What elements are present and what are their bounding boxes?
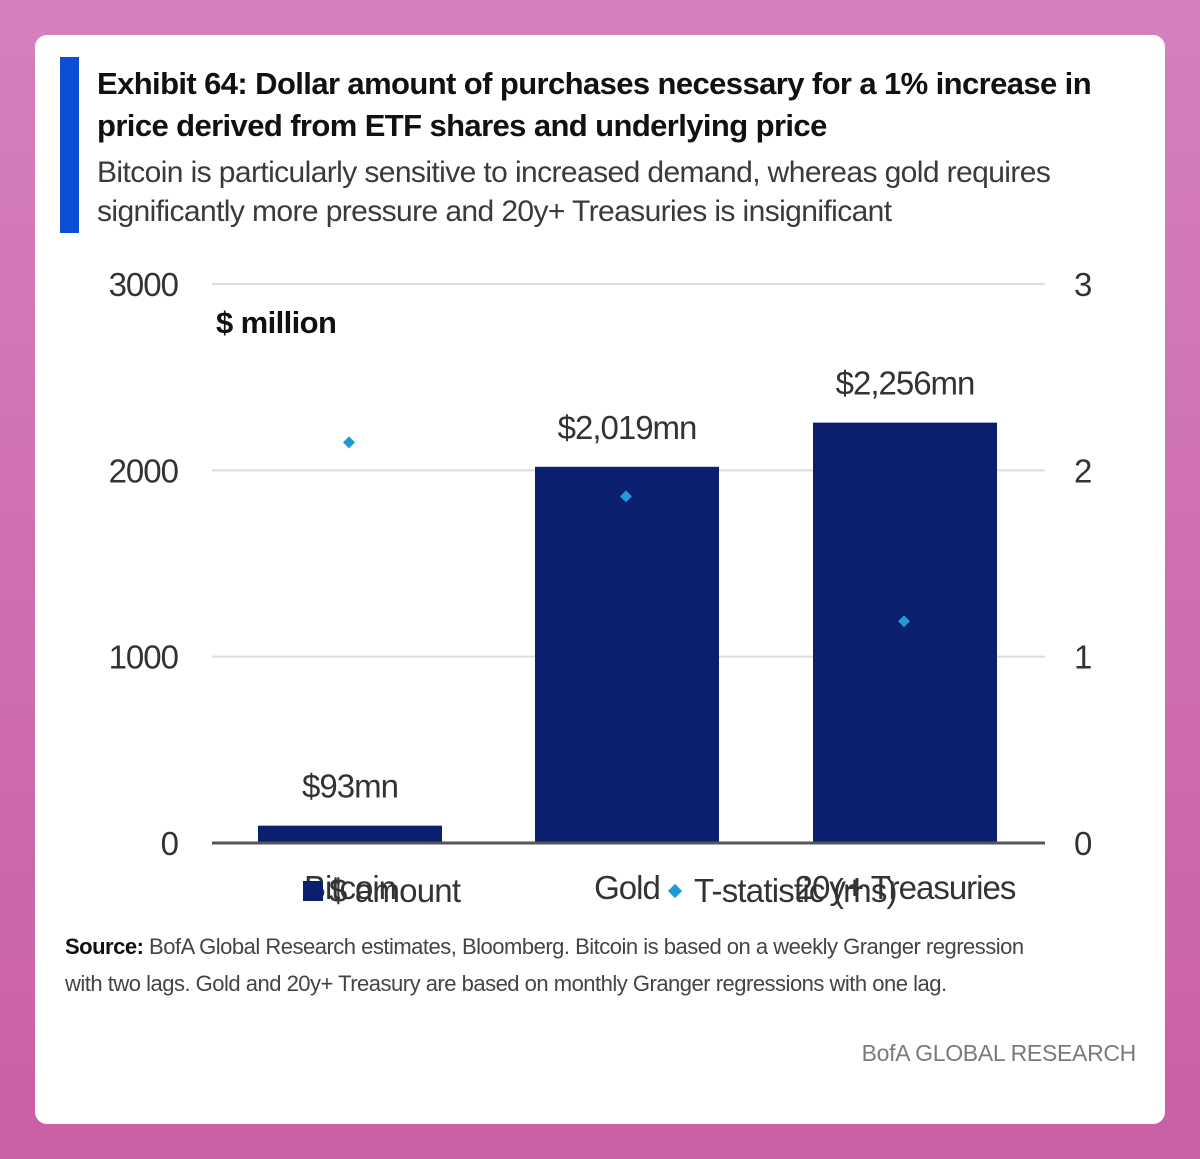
legend-marker-swatch bbox=[667, 883, 683, 899]
unit-label: $ million bbox=[216, 305, 336, 340]
legend-item-tstat: T-statistic (rhs) bbox=[667, 872, 898, 910]
source-note: Source: BofA Global Research estimates, … bbox=[65, 928, 1065, 1002]
exhibit-title: Exhibit 64: Dollar amount of purchases n… bbox=[97, 66, 1092, 143]
legend-item-amount: $ amount bbox=[303, 872, 461, 910]
y-tick-label: 3000 bbox=[109, 266, 179, 303]
marker-series bbox=[343, 436, 910, 628]
source-text: BofA Global Research estimates, Bloomber… bbox=[65, 934, 1024, 996]
accent-bar bbox=[60, 57, 79, 233]
bar-data-label: $2,019mn bbox=[558, 409, 697, 446]
y-tick-label: 2000 bbox=[109, 452, 179, 489]
bar-series bbox=[258, 422, 997, 843]
bar-gold bbox=[535, 466, 719, 843]
legend-bar-swatch bbox=[303, 881, 323, 901]
y2-tick-label: 0 bbox=[1074, 825, 1092, 862]
data-labels: $93mn $2,019mn $2,256mn bbox=[302, 365, 975, 805]
y2-tick-label: 1 bbox=[1074, 639, 1092, 676]
exhibit-subtitle: Bitcoin is particularly sensitive to inc… bbox=[97, 156, 1051, 228]
x-tick-label: 20y+ Treasuries bbox=[795, 869, 1016, 906]
tstat-marker bbox=[620, 490, 632, 503]
bar-20y-treasuries bbox=[813, 422, 997, 843]
legend-bar-label: $ amount bbox=[329, 872, 461, 909]
y-tick-label: 1000 bbox=[109, 639, 179, 676]
tstat-marker bbox=[343, 436, 355, 449]
y2-tick-label: 2 bbox=[1074, 452, 1092, 489]
x-tick-label: Gold bbox=[594, 869, 660, 906]
y-tick-label: 0 bbox=[161, 825, 179, 862]
legend-marker-label: T-statistic (rhs) bbox=[694, 872, 898, 909]
bar-data-label: $93mn bbox=[302, 768, 398, 805]
bar-data-label: $2,256mn bbox=[836, 365, 975, 402]
tstat-marker bbox=[898, 615, 910, 628]
bar-bitcoin bbox=[258, 825, 442, 843]
brand-footer: BofA GLOBAL RESEARCH bbox=[861, 1040, 1137, 1066]
y2-tick-label: 3 bbox=[1074, 266, 1092, 303]
source-label: Source: bbox=[65, 934, 144, 959]
